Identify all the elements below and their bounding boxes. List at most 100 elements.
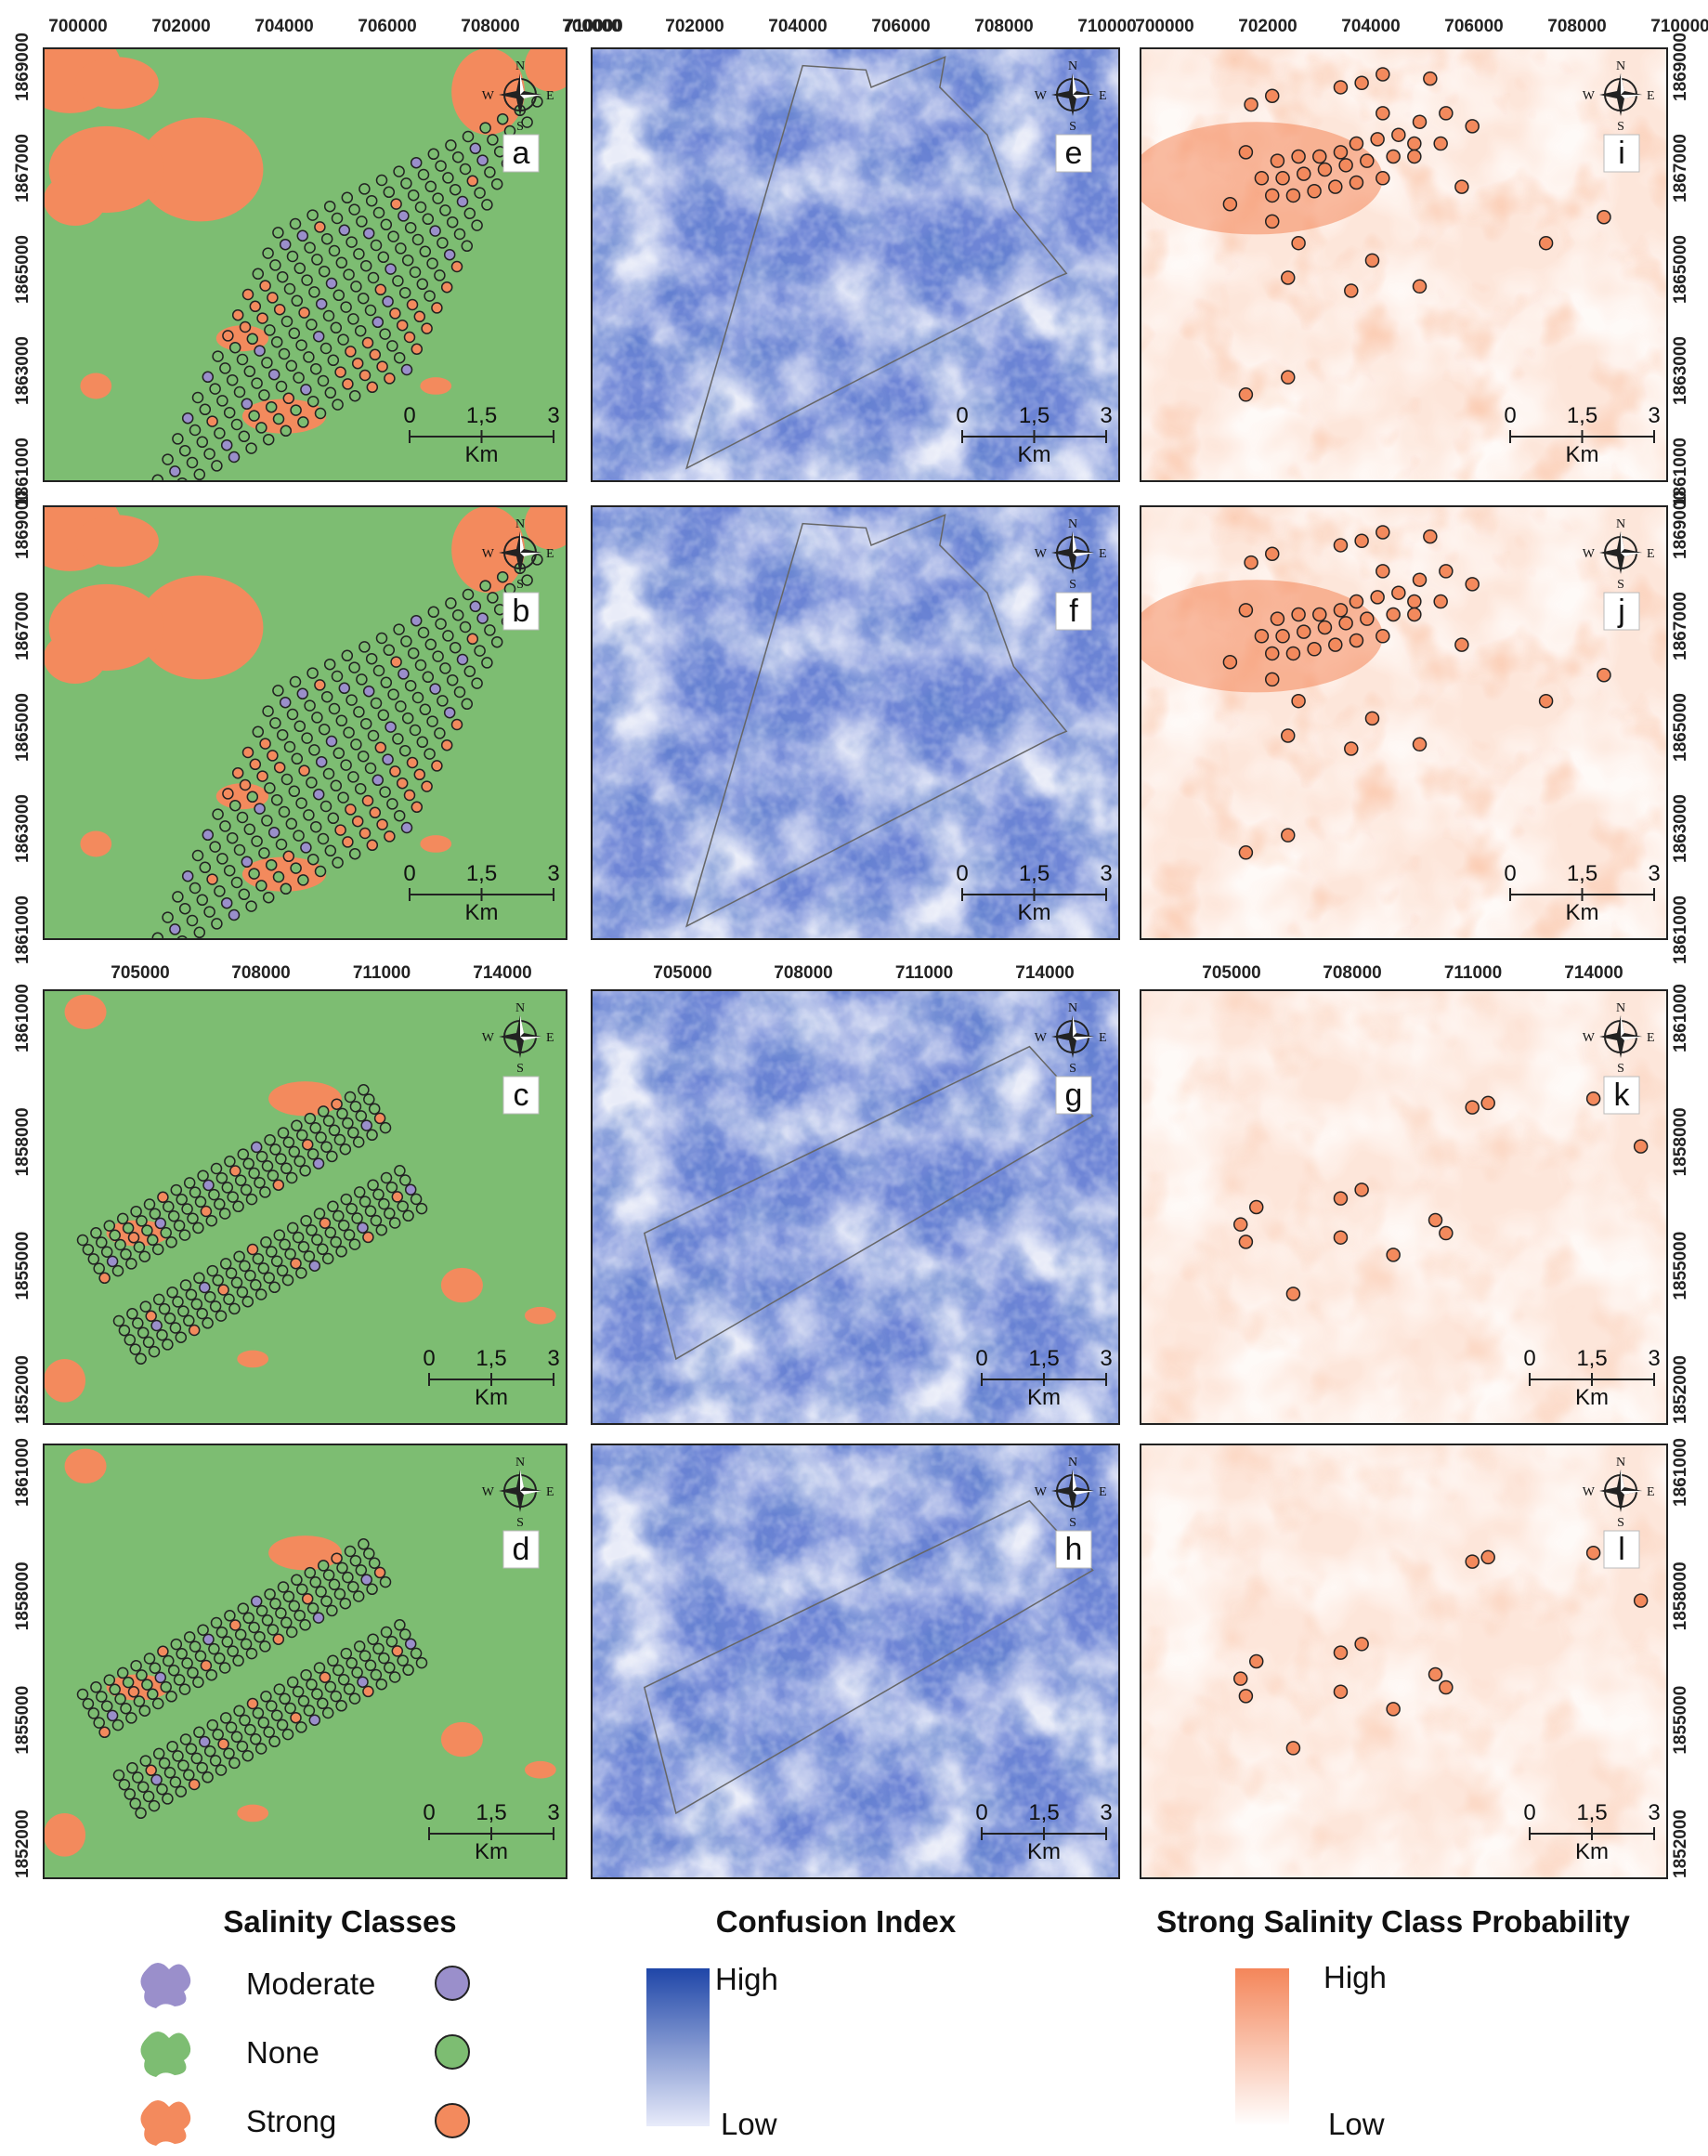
sample-point-none xyxy=(212,350,224,362)
sample-point-none xyxy=(306,209,319,221)
sample-point-moderate xyxy=(338,682,351,695)
sample-point-none xyxy=(484,166,496,178)
sample-point-none xyxy=(337,333,349,346)
sample-point-none xyxy=(212,1274,224,1287)
sample-point-none xyxy=(90,1681,102,1693)
strong-class-patch xyxy=(237,1350,269,1368)
scale-bar-tick-label: 1,5 xyxy=(1576,1800,1607,1825)
panel-frame xyxy=(591,505,1120,940)
scale-bar-tick-label: 3 xyxy=(1648,861,1660,886)
strong-sample-point xyxy=(1265,188,1280,203)
sample-point-none xyxy=(285,1626,298,1639)
compass-star-highlight xyxy=(1073,553,1094,556)
sample-point-strong xyxy=(314,679,326,691)
compass-star-highlight xyxy=(1073,1037,1094,1040)
sample-point-none xyxy=(366,1129,378,1142)
sample-point-strong xyxy=(188,1778,201,1791)
sample-point-none xyxy=(359,1196,372,1208)
sample-point-none xyxy=(340,301,352,313)
sample-point-none xyxy=(442,630,454,642)
sample-point-strong xyxy=(222,330,234,342)
sample-point-strong xyxy=(249,758,262,771)
sample-point-strong xyxy=(466,633,479,646)
sample-point-none xyxy=(252,268,265,281)
sample-point-none xyxy=(453,228,466,241)
strong-sample-point xyxy=(1312,607,1327,622)
sample-point-none xyxy=(148,1345,161,1358)
northing-tick-label: 1861000 xyxy=(13,438,33,506)
compass-rose-icon: N S E W xyxy=(1583,1001,1655,1076)
strong-class-patch xyxy=(440,1721,483,1757)
sample-point-none xyxy=(228,341,241,354)
sample-point-strong xyxy=(282,392,295,405)
sample-point-none xyxy=(321,1706,334,1719)
sample-point-moderate xyxy=(241,856,254,869)
sample-point-none xyxy=(170,1183,183,1196)
panel-frame xyxy=(43,1444,567,1879)
sample-point-moderate xyxy=(362,227,375,240)
sample-point-moderate xyxy=(279,238,292,251)
scale-bar-tick-label: 1,5 xyxy=(1028,1346,1059,1371)
sample-point-none xyxy=(228,799,241,812)
sample-point-none xyxy=(330,1235,342,1248)
compass-star-highlight xyxy=(520,1491,541,1495)
sample-point-strong xyxy=(376,360,388,372)
compass-s-label: S xyxy=(1069,578,1076,592)
sample-point-none xyxy=(375,174,388,187)
sample-point-none xyxy=(347,313,359,325)
sample-point-none xyxy=(186,914,199,927)
sample-point-none xyxy=(232,1200,244,1213)
sample-point-none xyxy=(76,1688,89,1701)
strong-sample-point xyxy=(1328,179,1343,194)
compass-e-label: E xyxy=(1099,89,1107,103)
sample-point-none xyxy=(393,809,406,822)
sample-point-strong xyxy=(145,1764,157,1777)
sample-point-none xyxy=(471,677,483,689)
compass-n-label: N xyxy=(1068,1001,1077,1015)
sample-point-none xyxy=(239,1260,251,1273)
northing-tick-label: 1863000 xyxy=(1671,336,1690,405)
sample-point-moderate xyxy=(476,154,489,166)
strong-sample-point xyxy=(1376,564,1390,579)
scale-bar-tick-label: 0 xyxy=(423,1800,435,1825)
sample-point-none xyxy=(135,1352,147,1365)
sample-point-none xyxy=(384,1208,396,1220)
sample-point-none xyxy=(308,744,320,756)
sample-point-moderate xyxy=(202,1633,215,1646)
sample-point-moderate xyxy=(315,297,328,310)
panel-letter: l xyxy=(1618,1532,1625,1567)
sample-point-none xyxy=(135,1807,147,1820)
sample-point-none xyxy=(291,1119,303,1132)
panel-frame xyxy=(1140,505,1668,940)
sample-point-none xyxy=(236,811,249,824)
sample-point-strong xyxy=(157,1645,169,1658)
sample-point-none xyxy=(348,389,361,402)
compass-w-label: W xyxy=(1583,547,1596,561)
sample-point-moderate xyxy=(106,1709,119,1722)
sample-point-none xyxy=(211,918,223,930)
scale-bar-tick-label: 3 xyxy=(547,1800,559,1825)
map-raster xyxy=(592,48,1119,481)
sample-point-none xyxy=(353,706,365,718)
sample-point-none xyxy=(295,1721,307,1733)
map-raster xyxy=(592,1444,1119,1878)
sample-point-none xyxy=(240,1638,253,1651)
sample-point-strong xyxy=(259,280,271,292)
easting-tick-label: 706000 xyxy=(358,17,416,36)
sample-point-none xyxy=(223,864,236,877)
sample-point-none xyxy=(112,1769,125,1782)
sample-point-none xyxy=(320,232,333,245)
sample-point-none xyxy=(368,1103,381,1115)
panel-letter-box xyxy=(1603,134,1640,173)
sample-point-moderate xyxy=(169,465,181,477)
sample-point-none xyxy=(262,705,274,717)
legend-label-none: None xyxy=(246,2035,319,2070)
sample-point-none xyxy=(446,216,459,229)
sample-point-none xyxy=(352,1590,365,1602)
sample-point-none xyxy=(288,1145,301,1158)
sample-point-none xyxy=(230,418,243,431)
sample-point-moderate xyxy=(154,1671,167,1684)
sample-point-strong xyxy=(345,804,357,816)
sample-point-moderate xyxy=(220,896,233,909)
map-panels: N S E Wa 0 1,5 3 Km N S E We 0 1,5 3 Km N S E Wi 0 1,5 3 Km N S E W… xyxy=(43,47,1668,1879)
